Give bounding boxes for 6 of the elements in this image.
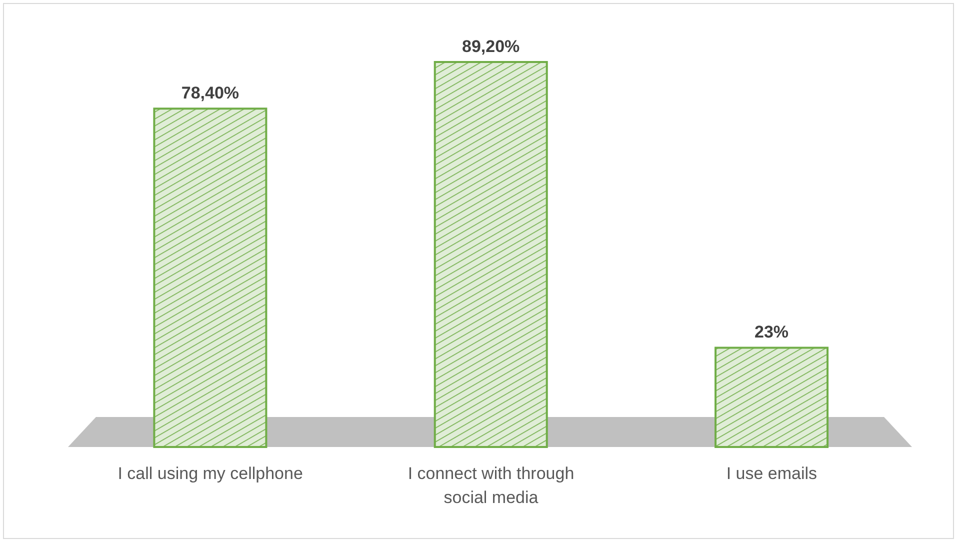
data-label: 89,20% bbox=[462, 37, 520, 56]
x-tick-label: I connect with through social media bbox=[408, 464, 574, 507]
x-tick-label: I call using my cellphone bbox=[118, 464, 303, 483]
data-label: 23% bbox=[754, 322, 789, 342]
x-tick-label: I use emails bbox=[726, 464, 818, 483]
data-label: 78,40% bbox=[181, 84, 240, 103]
